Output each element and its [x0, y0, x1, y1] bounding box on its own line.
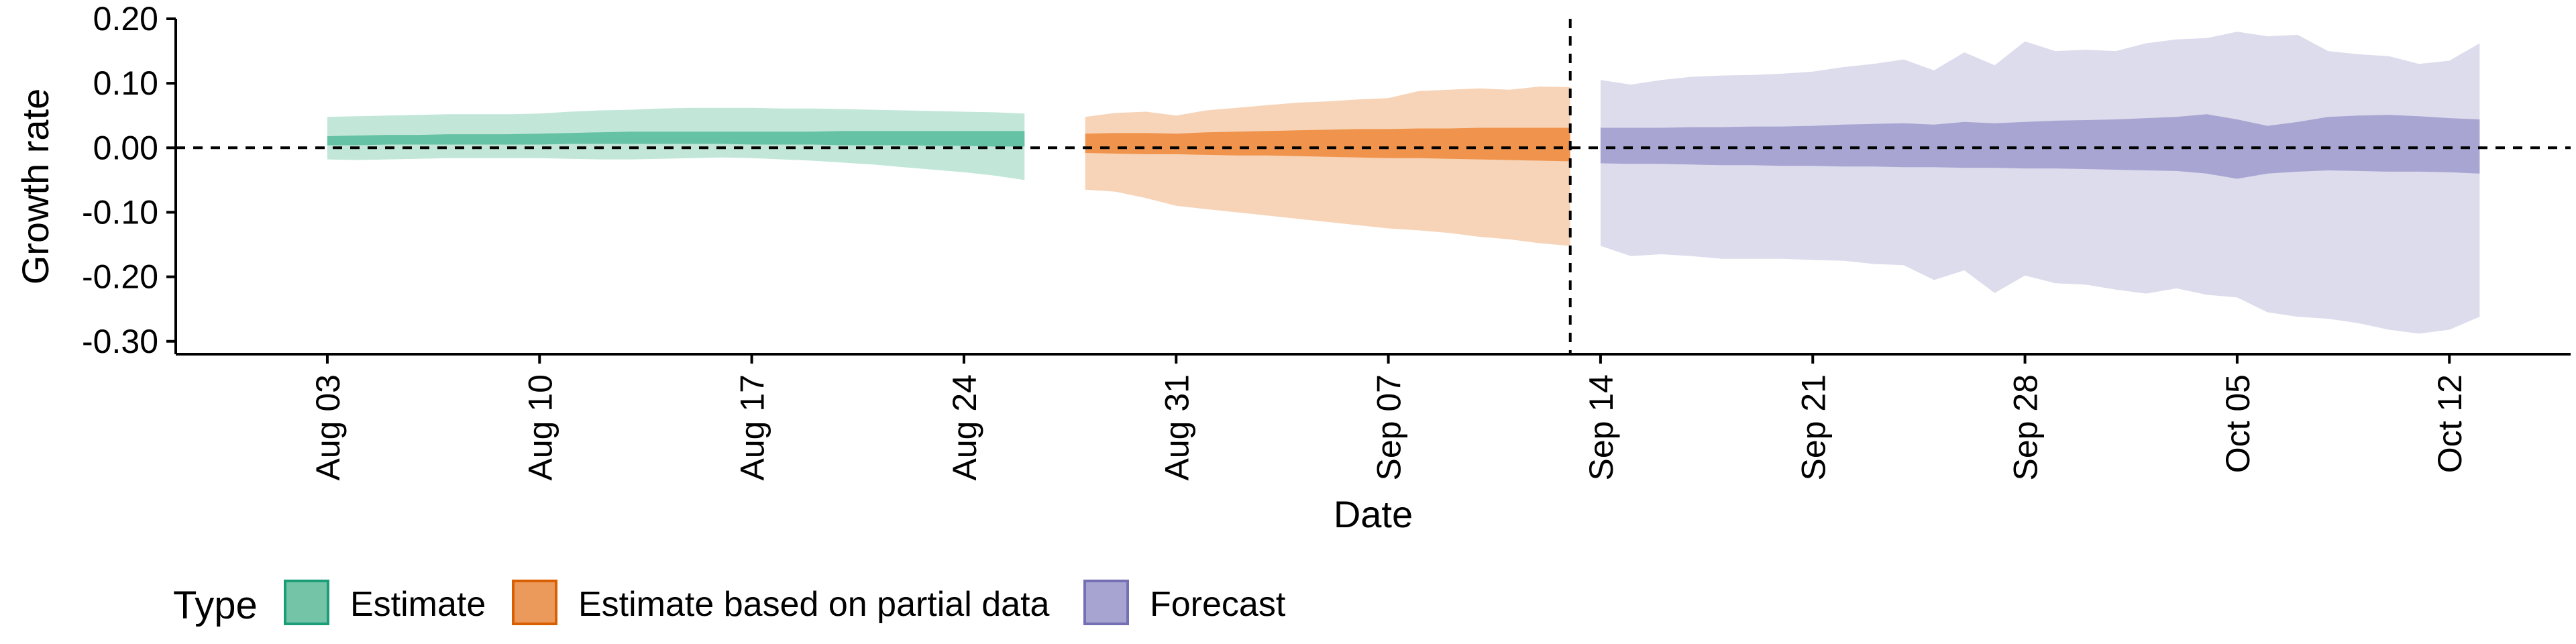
- y-tick-label: 0.10: [93, 64, 158, 102]
- ribbon-inner-estimate-based-on-partial-data: [1085, 127, 1570, 162]
- x-axis-title: Date: [1334, 493, 1413, 535]
- legend-label-forecast: Forecast: [1150, 585, 1286, 624]
- x-tick-label: Aug 10: [521, 374, 559, 480]
- legend-label-estimate-based-on-partial-data: Estimate based on partial data: [578, 585, 1050, 624]
- y-tick-label: 0.00: [93, 129, 158, 166]
- x-tick-label: Oct 12: [2431, 374, 2469, 473]
- ribbon-outer-estimate-based-on-partial-data: [1085, 87, 1570, 246]
- x-tick-label: Sep 14: [1582, 374, 1620, 480]
- legend-swatch-estimate: [284, 580, 329, 625]
- axes-layer: [174, 19, 2571, 356]
- x-axis-ticks: Aug 03 Aug 10 Aug 17 Aug 24 Aug 31 Sep 07 Sep …: [309, 354, 2469, 480]
- y-axis-title: Growth rate: [14, 89, 56, 285]
- x-tick-label: Sep 07: [1371, 374, 1408, 480]
- ribbon-inner-estimate: [327, 131, 1025, 147]
- x-tick-label: Aug 03: [309, 374, 347, 480]
- legend-label-estimate: Estimate: [350, 585, 486, 624]
- y-tick-label: -0.30: [82, 323, 158, 360]
- y-axis-ticks: 0.20 0.10 0.00 -0.10 -0.20 -0.30: [82, 0, 176, 360]
- x-tick-label: Sep 21: [1794, 374, 1832, 480]
- legend-swatch-forecast: [1083, 580, 1129, 625]
- y-tick-label: -0.10: [82, 193, 158, 231]
- x-tick-label: Aug 31: [1158, 374, 1195, 480]
- y-tick-label: -0.20: [82, 258, 158, 296]
- x-tick-label: Aug 24: [946, 374, 983, 480]
- legend-title: Type: [173, 584, 258, 627]
- ribbon-outer-estimate: [327, 107, 1025, 180]
- x-tick-label: Aug 17: [734, 374, 771, 480]
- ribbon-outer-forecast: [1600, 32, 2480, 334]
- x-tick-label: Oct 05: [2219, 374, 2257, 473]
- x-tick-label: Sep 28: [2007, 374, 2045, 480]
- reference-line-layer: [176, 19, 2571, 354]
- ribbon-layer: [327, 32, 2480, 334]
- y-tick-label: 0.20: [93, 0, 158, 38]
- ribbon-inner-forecast: [1600, 114, 2480, 179]
- legend: Type Estimate Estimate based on partial d…: [173, 580, 1286, 627]
- legend-swatch-estimate-based-on-partial-data: [512, 580, 557, 625]
